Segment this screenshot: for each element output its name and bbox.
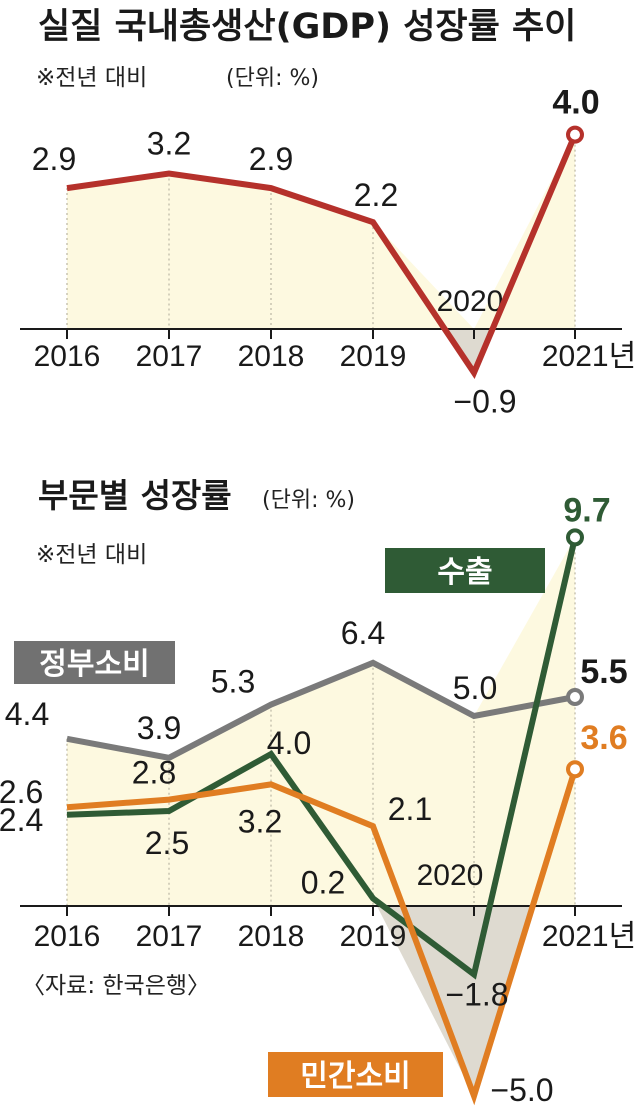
chart1-note: ※전년 대비: [36, 65, 147, 91]
chart1-area-fill: [67, 134, 575, 373]
chart1-data-label-0-3: 2.2: [354, 177, 398, 213]
chart2-series-line-0: [66, 659, 576, 761]
chart1-tick-label-2: 2018: [238, 340, 305, 373]
legend-badge-government-label: 정부소비: [39, 647, 149, 682]
legend-badge-private: 민간소비: [268, 1052, 443, 1097]
chart2-gridlines: [66, 537, 576, 906]
chart2-data-label-2-3: 2.1: [388, 791, 432, 827]
chart1-tick-label-0: 2016: [34, 340, 101, 373]
legend-badge-private-box: [268, 1052, 443, 1097]
chart1-series-lines: [66, 133, 578, 379]
chart2-source: 〈자료: 한국은행〉: [22, 973, 210, 999]
chart2-data-label-1-4: −1.8: [445, 976, 508, 1012]
chart2-title: 부문별 성장률: [38, 476, 232, 515]
chart1-series-line-0: [66, 133, 578, 379]
chart2-series-marker-1: [566, 528, 584, 547]
chart2-data-label-1-2: 4.0: [267, 725, 311, 761]
chart1-data-label-0-2: 2.9: [249, 141, 293, 177]
chart2-series-lines: [66, 536, 578, 1106]
chart1-tick-label-1: 2017: [136, 340, 203, 373]
chart1-data-label-0-5: 4.0: [552, 84, 599, 122]
chart2-data-label-0-3: 6.4: [341, 615, 385, 651]
chart1-tick-label-3: 2019: [340, 340, 407, 373]
chart2-series-line-1: [66, 536, 578, 980]
chart2-series-line-2: [66, 768, 578, 1106]
chart2-area-fill: [67, 537, 575, 1096]
chart1-title: 실질 국내총생산(GDP) 성장률 추이: [38, 7, 576, 47]
legend-badge-exports-box: [385, 548, 545, 593]
chart2-note: ※전년 대비: [36, 542, 147, 568]
chart2-data-label-2-1: 2.8: [132, 755, 176, 791]
chart2-tick-label-5: 2021년: [542, 920, 636, 953]
chart2-series-marker-0: [566, 688, 584, 706]
chart1-data-labels: 2.9 3.2 2.9 2.2 −0.9 4.0: [32, 84, 600, 420]
chart2-data-label-0-5: 5.5: [580, 653, 627, 691]
chart2-data-label-1-1: 2.5: [145, 825, 189, 861]
legend-badge-exports: 수출: [385, 548, 545, 593]
chart2-unit: (단위: %): [262, 488, 355, 513]
chart1-gridlines: [66, 134, 576, 329]
chart2-data-label-0-4: 5.0: [453, 670, 497, 706]
chart1-fill-negative: [444, 329, 493, 373]
chart2-data-label-2-2: 3.2: [238, 803, 282, 839]
chart1-x-ticks: 2016 2017 2018 2019 2020 2021년: [34, 285, 637, 373]
chart2-data-label-1-5: 9.7: [563, 491, 610, 529]
chart2-tick-label-3: 2019: [340, 920, 407, 953]
chart2-data-label-0-0: 4.4: [5, 696, 49, 732]
chart2-x-ticks: 2016 2017 2018 2019 2020 2021년: [34, 859, 637, 953]
chart2-fill-negative: [376, 906, 533, 1096]
chart1-series-marker-0: [566, 125, 584, 144]
chart2-data-label-1-0: 2.4: [0, 802, 43, 838]
chart1-data-label-0-0: 2.9: [32, 141, 76, 177]
chart2-tick-label-2: 2018: [238, 920, 305, 953]
legend-badge-private-label: 민간소비: [300, 1059, 410, 1094]
chart2-fill-positive: [67, 537, 575, 906]
legend-badge-government: 정부소비: [14, 641, 175, 684]
legend-badge-exports-label: 수출: [437, 555, 492, 590]
chart1-data-label-0-4: −0.9: [453, 384, 516, 420]
chart2-tick-label-1: 2017: [136, 920, 203, 953]
chart2-data-label-2-0: 2.6: [0, 774, 43, 810]
legend-badge-government-box: [14, 641, 175, 684]
chart2-tick-label-0: 2016: [34, 920, 101, 953]
chart2-data-label-0-2: 5.3: [211, 664, 255, 700]
chart1-unit: (단위: %): [226, 66, 319, 91]
chart2-data-label-2-5: 3.6: [580, 719, 627, 757]
chart2-markers: [566, 528, 584, 779]
chart2-data-label-1-3: 0.2: [301, 864, 345, 900]
chart1-tick-label-4: 2020: [437, 285, 504, 318]
chart2-data-label-2-4: −5.0: [490, 1072, 553, 1108]
chart2-tick-label-4: 2020: [417, 859, 484, 892]
chart2-data-labels: 4.4 3.9 5.3 6.4 5.0 5.5 2.4 2.5 4.0 0.2 −1.8 9.7 2.6…: [0, 491, 628, 1108]
chart1-tick-label-5: 2021년: [542, 340, 636, 373]
chart2-series-marker-2: [566, 760, 584, 779]
chart1-data-label-0-1: 3.2: [147, 125, 191, 161]
chart1-fill-positive: [67, 134, 575, 329]
chart2-data-label-0-1: 3.9: [137, 710, 181, 746]
chart1-markers: [566, 125, 584, 144]
